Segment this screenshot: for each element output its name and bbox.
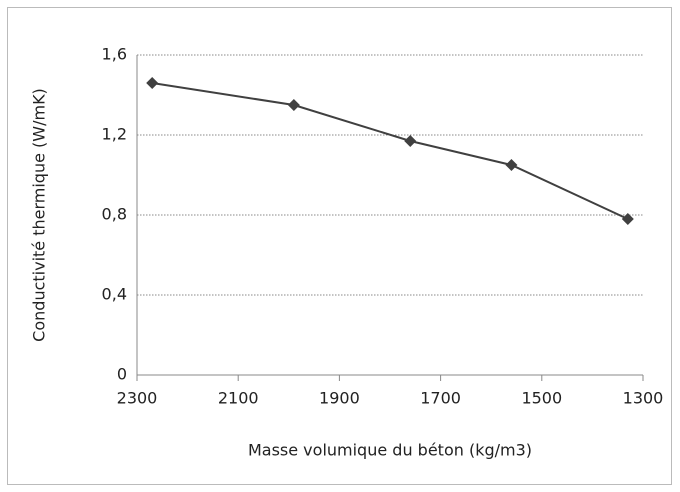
x-axis-label: Masse volumique du béton (kg/m3) [248,441,532,460]
y-tick-label: 0,8 [102,205,127,224]
data-point [287,99,300,111]
y-tick-label: 1,2 [102,125,127,144]
data-point [621,213,634,225]
chart-frame [7,7,672,485]
x-tick-label: 2100 [218,389,259,408]
x-tick-label: 1700 [420,389,461,408]
data-point [404,135,417,147]
x-tick-label: 1500 [521,389,562,408]
y-tick-label: 0,4 [102,285,127,304]
y-axis-label: Conductivité thermique (W/mK) [30,88,49,342]
data-point [505,159,518,171]
y-tick-label: 0 [117,365,127,384]
x-tick-label: 1900 [319,389,360,408]
x-tick-label: 2300 [117,389,158,408]
x-tick-label: 1300 [623,389,664,408]
y-tick-label: 1,6 [102,45,127,64]
data-point [146,77,159,89]
